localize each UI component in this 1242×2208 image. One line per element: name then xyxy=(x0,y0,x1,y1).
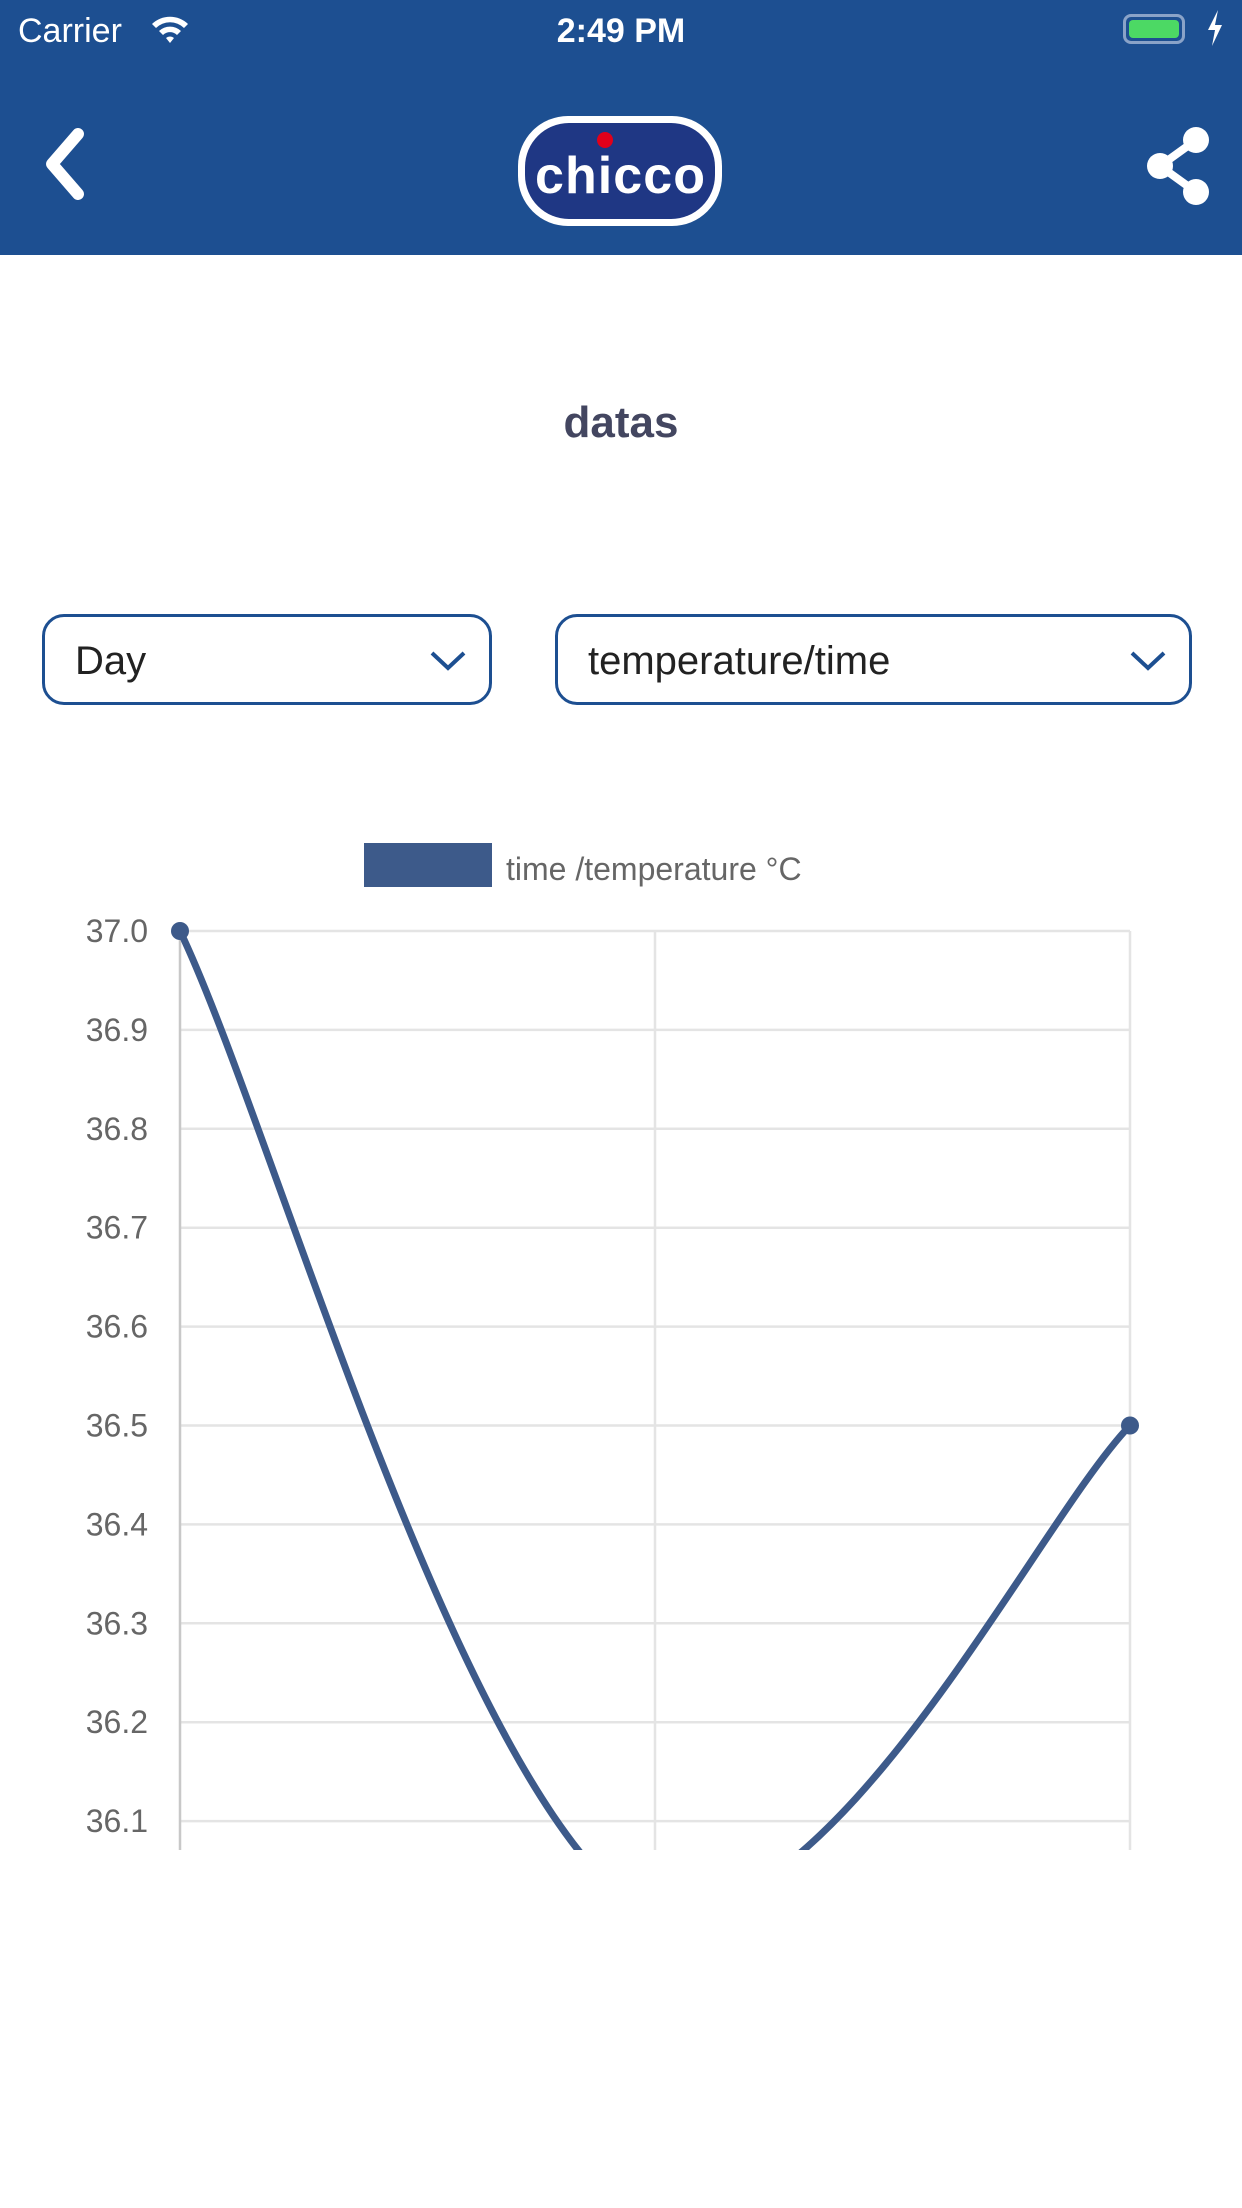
carrier-label: Carrier xyxy=(18,12,122,50)
status-bar: Carrier 2:49 PM xyxy=(0,0,1242,62)
data-point xyxy=(171,922,189,940)
battery-icon xyxy=(1123,14,1185,44)
y-tick-label: 37.0 xyxy=(86,913,148,949)
svg-text:chicco: chicco xyxy=(535,147,705,205)
temperature-chart: time /temperature °C 37.0 36.9 36.8 36.7 36.6… xyxy=(86,843,1139,1850)
clock: 2:49 PM xyxy=(556,12,686,50)
metric-value: temperature/time xyxy=(588,639,891,683)
chicco-logo: chicco xyxy=(518,116,722,226)
metric-dropdown[interactable]: temperature/time xyxy=(555,614,1192,705)
legend-label: time /temperature °C xyxy=(506,851,802,887)
chevron-down-icon xyxy=(430,651,466,671)
data-point xyxy=(1121,1416,1139,1435)
y-tick-label: 36.6 xyxy=(86,1309,148,1345)
y-tick-label: 36.8 xyxy=(86,1111,148,1147)
y-tick-label: 36.2 xyxy=(86,1704,148,1740)
y-tick-label: 36.9 xyxy=(86,1012,148,1048)
period-value: Day xyxy=(75,639,147,683)
back-button[interactable] xyxy=(40,128,90,200)
y-tick-label: 36.5 xyxy=(86,1408,148,1444)
share-button[interactable] xyxy=(1144,126,1214,206)
series-line xyxy=(176,929,1133,1850)
charging-icon xyxy=(1208,10,1222,46)
y-tick-label: 36.4 xyxy=(86,1506,148,1542)
chevron-down-icon xyxy=(1130,651,1166,671)
period-dropdown[interactable]: Day xyxy=(42,614,492,705)
wifi-icon xyxy=(152,16,188,43)
legend-swatch xyxy=(364,843,492,887)
page-title: datas xyxy=(563,398,679,447)
nav-bar: Carrier 2:49 PM chicco xyxy=(0,0,1242,255)
y-tick-label: 36.7 xyxy=(86,1210,148,1246)
y-tick-label: 36.1 xyxy=(86,1803,148,1839)
y-tick-label: 36.3 xyxy=(86,1605,148,1641)
